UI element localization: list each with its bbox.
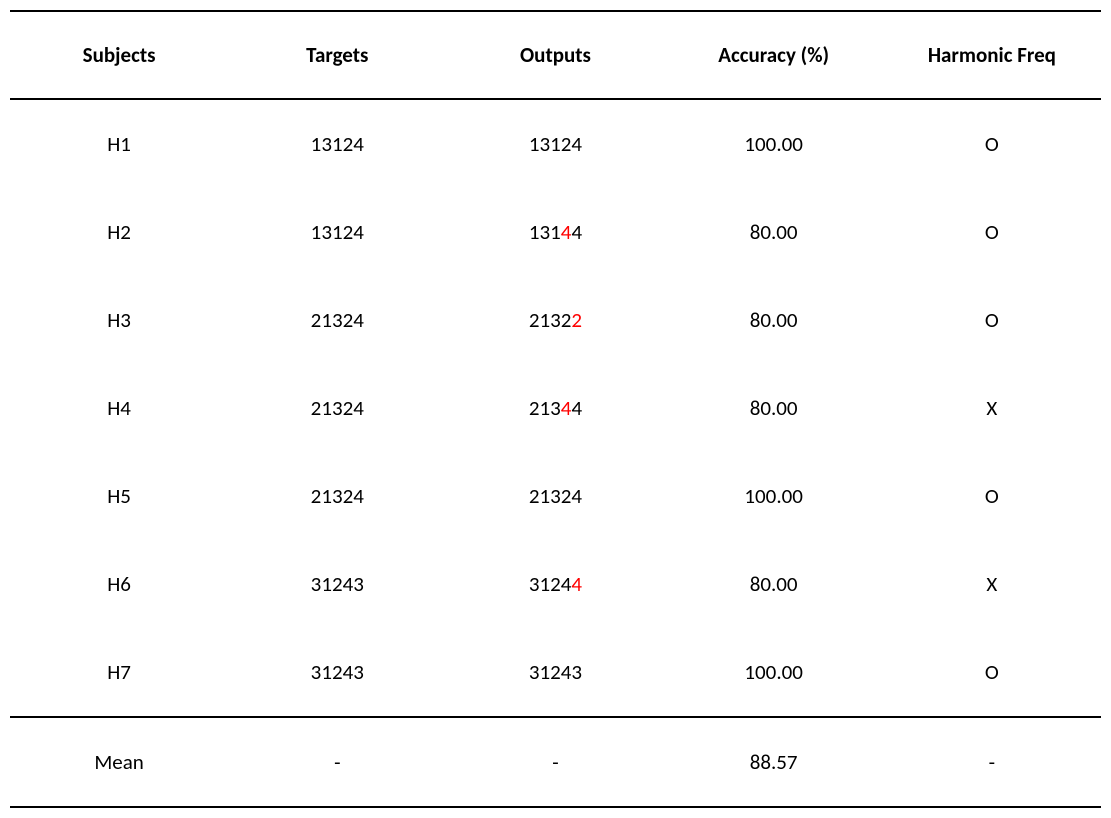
cell-subjects: H6 (10, 540, 228, 628)
table-row: H4213242134480.00X (10, 364, 1101, 452)
col-header-subjects: Subjects (10, 11, 228, 99)
cell-harmonic: O (883, 99, 1101, 188)
cell-accuracy: 100.00 (665, 99, 883, 188)
output-segment: 213 (529, 395, 561, 421)
cell-outputs: 21324 (446, 452, 664, 540)
table-row: H6312433124480.00X (10, 540, 1101, 628)
table-row: H73124331243100.00O (10, 628, 1101, 717)
cell-harmonic: O (883, 628, 1101, 717)
cell-subjects: H1 (10, 99, 228, 188)
table-row: H3213242132280.00O (10, 276, 1101, 364)
table-body: H11312413124100.00OH2131241314480.00OH32… (10, 99, 1101, 717)
cell-accuracy: 80.00 (665, 364, 883, 452)
output-segment: 21324 (529, 483, 582, 509)
cell-accuracy: 80.00 (665, 188, 883, 276)
table-row: H52132421324100.00O (10, 452, 1101, 540)
table-row: H2131241314480.00O (10, 188, 1101, 276)
output-segment: 4 (571, 219, 582, 245)
col-header-accuracy: Accuracy (%) (665, 11, 883, 99)
cell-harmonic: X (883, 364, 1101, 452)
cell-harmonic: O (883, 452, 1101, 540)
cell-targets: 13124 (228, 188, 446, 276)
page: Subjects Targets Outputs Accuracy (%) Ha… (0, 0, 1111, 818)
cell-harmonic: O (883, 276, 1101, 364)
cell-accuracy: 100.00 (665, 452, 883, 540)
cell-outputs: 31243 (446, 628, 664, 717)
output-segment: 3124 (529, 571, 572, 597)
cell-subjects: H5 (10, 452, 228, 540)
footer-outputs: - (446, 717, 664, 807)
cell-accuracy: 100.00 (665, 628, 883, 717)
results-table: Subjects Targets Outputs Accuracy (%) Ha… (10, 10, 1101, 808)
cell-outputs: 13144 (446, 188, 664, 276)
col-header-outputs: Outputs (446, 11, 664, 99)
cell-accuracy: 80.00 (665, 540, 883, 628)
footer-targets: - (228, 717, 446, 807)
cell-targets: 31243 (228, 628, 446, 717)
output-error-segment: 4 (571, 571, 582, 597)
output-error-segment: 4 (561, 395, 572, 421)
table-header-row: Subjects Targets Outputs Accuracy (%) Ha… (10, 11, 1101, 99)
col-header-harmonic: Harmonic Freq (883, 11, 1101, 99)
cell-harmonic: X (883, 540, 1101, 628)
footer-accuracy: 88.57 (665, 717, 883, 807)
cell-subjects: H7 (10, 628, 228, 717)
output-segment: 13124 (529, 131, 582, 157)
cell-targets: 31243 (228, 540, 446, 628)
cell-accuracy: 80.00 (665, 276, 883, 364)
cell-targets: 21324 (228, 364, 446, 452)
cell-outputs: 21344 (446, 364, 664, 452)
table-footer-row: Mean - - 88.57 - (10, 717, 1101, 807)
output-segment: 131 (529, 219, 561, 245)
output-error-segment: 4 (561, 219, 572, 245)
output-segment: 2132 (529, 307, 572, 333)
col-header-targets: Targets (228, 11, 446, 99)
cell-targets: 21324 (228, 452, 446, 540)
cell-targets: 13124 (228, 99, 446, 188)
cell-subjects: H4 (10, 364, 228, 452)
output-segment: 31243 (529, 659, 582, 685)
cell-harmonic: O (883, 188, 1101, 276)
cell-subjects: H2 (10, 188, 228, 276)
table-row: H11312413124100.00O (10, 99, 1101, 188)
footer-subjects: Mean (10, 717, 228, 807)
cell-targets: 21324 (228, 276, 446, 364)
output-error-segment: 2 (571, 307, 582, 333)
cell-subjects: H3 (10, 276, 228, 364)
cell-outputs: 21322 (446, 276, 664, 364)
output-segment: 4 (571, 395, 582, 421)
cell-outputs: 31244 (446, 540, 664, 628)
cell-outputs: 13124 (446, 99, 664, 188)
footer-harmonic: - (883, 717, 1101, 807)
